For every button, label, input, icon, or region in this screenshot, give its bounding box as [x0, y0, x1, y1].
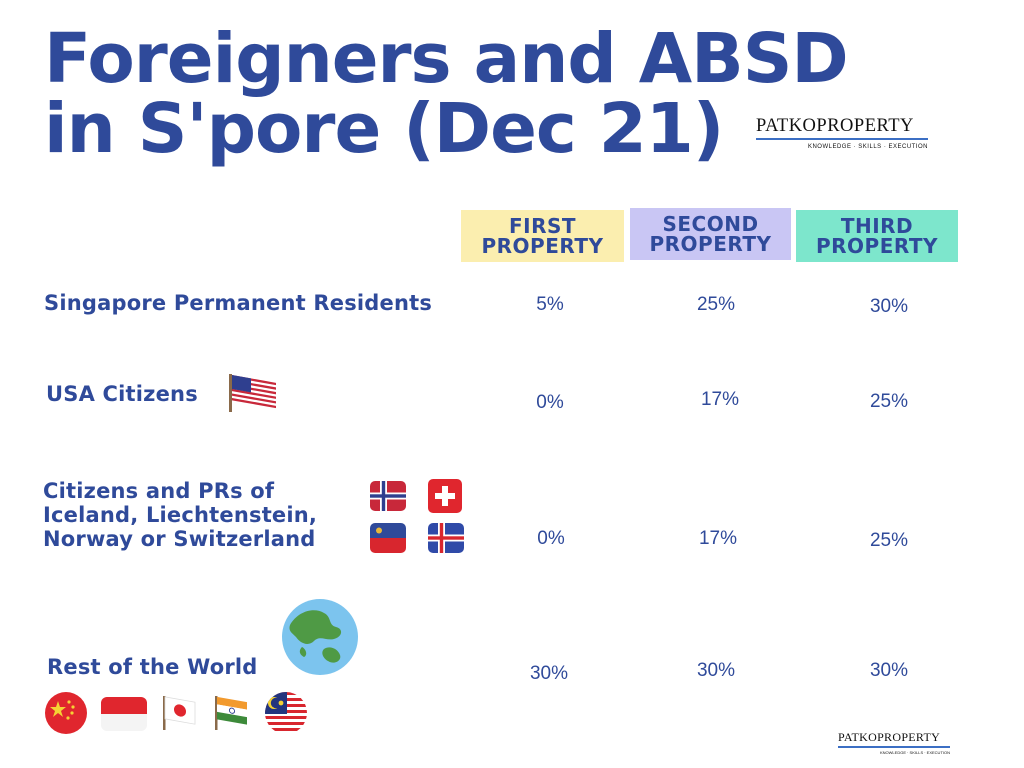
brand-tagline: KNOWLEDGE · SKILLS · EXECUTION [807, 144, 928, 150]
malaysia-flag-icon [265, 692, 307, 734]
value-cell: 5% [536, 294, 564, 315]
india-flag-icon [212, 692, 252, 736]
usa-flag-icon [226, 368, 280, 418]
brand-logo-top: PATKOPROPERTY KNOWLEDGE · SKILLS · EXECU… [756, 116, 928, 150]
globe-icon [280, 597, 360, 681]
value-cell: 0% [536, 392, 564, 413]
value-cell: 0% [537, 528, 565, 549]
value-cell: 25% [869, 530, 909, 551]
japan-flag-icon [160, 692, 200, 736]
page-title: Foreigners and ABSD in S'pore (Dec 21) [44, 19, 849, 169]
column-header-label: SECOND PROPERTY [649, 212, 772, 256]
switzerland-flag-icon [428, 479, 462, 513]
brand-tagline: KNOWLEDGE · SKILLS · EXECUTION [879, 749, 950, 755]
brand-rule [838, 746, 950, 748]
row-label-rest-of-world: Rest of the World [47, 655, 258, 679]
liechtenstein-flag-icon [370, 523, 406, 553]
column-header-label: THIRD PROPERTY [815, 214, 938, 258]
row-label-line: Iceland, Liechtenstein, [43, 503, 318, 527]
value-cell: 17% [698, 528, 738, 549]
column-header-second-property: SECOND PROPERTY [630, 208, 791, 260]
value-cell: 17% [700, 389, 740, 410]
brand-logo-bottom: PATKOPROPERTY KNOWLEDGE · SKILLS · EXECU… [838, 730, 950, 755]
row-label-efta: Citizens and PRs of Iceland, Liechtenste… [43, 479, 317, 551]
value-cell: 30% [529, 663, 569, 684]
row-label-line: Norway or Switzerland [43, 527, 316, 551]
value-cell: 30% [869, 296, 909, 317]
value-cell: 25% [869, 391, 909, 412]
brand-name: PATKOPROPERTY [756, 116, 914, 136]
indonesia-flag-icon [101, 697, 147, 731]
row-label-line: Citizens and PRs of [43, 479, 275, 503]
row-label-usa: USA Citizens [46, 382, 198, 406]
china-flag-icon [45, 692, 87, 734]
iceland-flag-icon [428, 523, 464, 553]
column-header-first-property: FIRST PROPERTY [461, 210, 624, 262]
brand-rule [756, 138, 928, 140]
value-cell: 30% [869, 660, 909, 681]
brand-name: PATKOPROPERTY [838, 730, 941, 744]
value-cell: 30% [696, 660, 736, 681]
value-cell: 25% [696, 294, 736, 315]
norway-flag-icon [370, 481, 406, 511]
row-label-singapore-pr: Singapore Permanent Residents [44, 291, 433, 315]
column-header-third-property: THIRD PROPERTY [796, 210, 958, 262]
column-header-label: FIRST PROPERTY [481, 214, 604, 258]
